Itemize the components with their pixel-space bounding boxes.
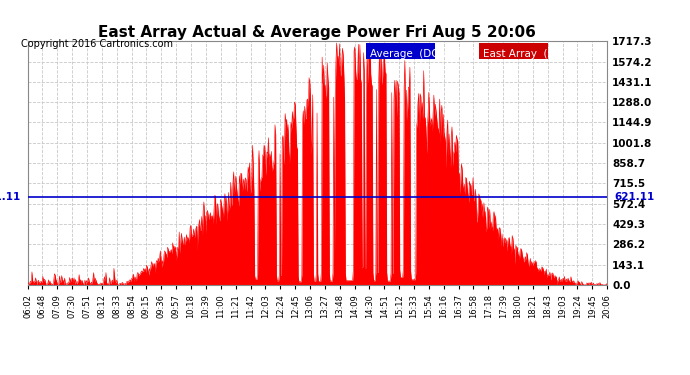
Text: Copyright 2016 Cartronics.com: Copyright 2016 Cartronics.com [21, 39, 172, 50]
Text: 621.11: 621.11 [615, 192, 655, 202]
Title: East Array Actual & Average Power Fri Aug 5 20:06: East Array Actual & Average Power Fri Au… [99, 25, 536, 40]
Legend: Average  (DC Watts), East Array  (DC Watts): Average (DC Watts), East Array (DC Watts… [364, 46, 602, 62]
Text: 621.11: 621.11 [0, 192, 20, 202]
